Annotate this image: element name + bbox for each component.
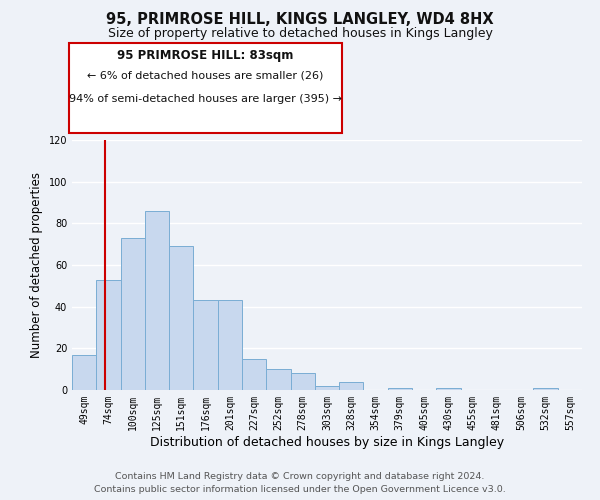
Text: 94% of semi-detached houses are larger (395) →: 94% of semi-detached houses are larger (… [69,94,342,104]
Bar [290,374,315,390]
Text: Contains HM Land Registry data © Crown copyright and database right 2024.
Contai: Contains HM Land Registry data © Crown c… [94,472,506,494]
Text: ← 6% of detached houses are smaller (26): ← 6% of detached houses are smaller (26) [88,71,323,81]
Bar [72,354,96,390]
Text: 95, PRIMROSE HILL, KINGS LANGLEY, WD4 8HX: 95, PRIMROSE HILL, KINGS LANGLEY, WD4 8H… [106,12,494,28]
Y-axis label: Number of detached properties: Number of detached properties [30,172,43,358]
Bar [96,280,121,390]
Bar [242,359,266,390]
Bar [533,388,558,390]
Text: Size of property relative to detached houses in Kings Langley: Size of property relative to detached ho… [107,28,493,40]
Bar [315,386,339,390]
Text: 95 PRIMROSE HILL: 83sqm: 95 PRIMROSE HILL: 83sqm [118,48,293,62]
Bar [339,382,364,390]
Bar [193,300,218,390]
Bar [388,388,412,390]
Bar [121,238,145,390]
Bar [218,300,242,390]
Bar [436,388,461,390]
Bar [145,211,169,390]
X-axis label: Distribution of detached houses by size in Kings Langley: Distribution of detached houses by size … [150,436,504,448]
Bar [266,369,290,390]
Bar [169,246,193,390]
